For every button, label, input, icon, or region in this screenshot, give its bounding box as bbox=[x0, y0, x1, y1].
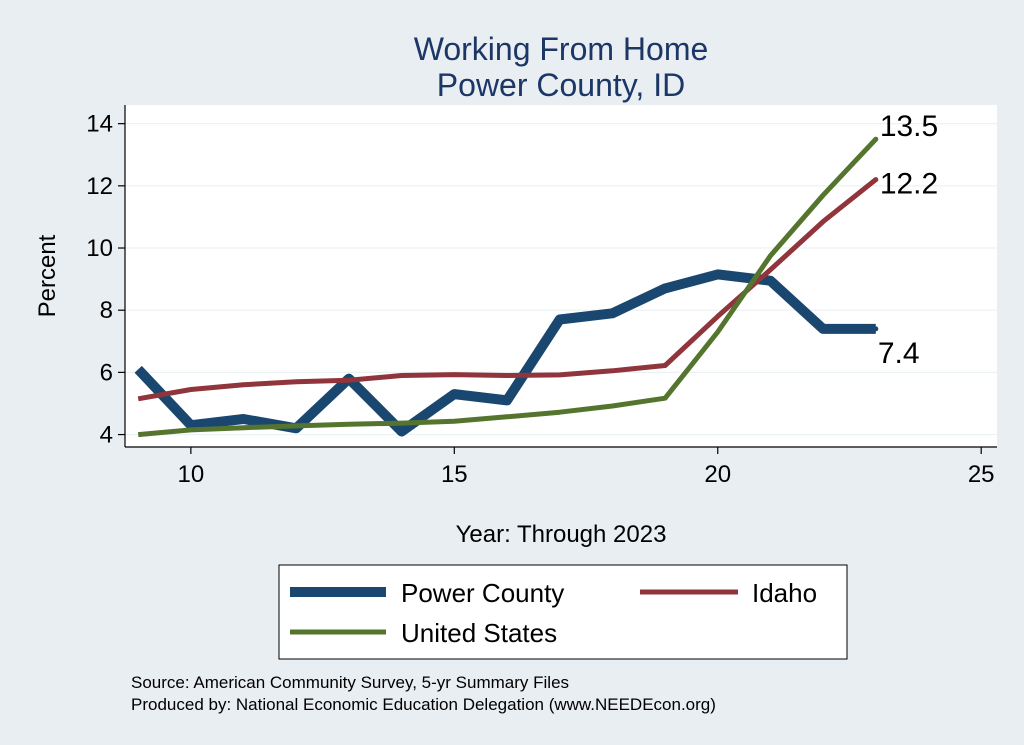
legend-label-idaho: Idaho bbox=[752, 578, 817, 608]
grid bbox=[125, 123, 997, 436]
chart-title-line-1: Working From Home bbox=[414, 31, 709, 67]
y-tick-label: 8 bbox=[100, 297, 113, 324]
x-tick-label: 15 bbox=[441, 461, 468, 488]
end-point-united-states bbox=[873, 136, 879, 142]
legend-label-united-states: United States bbox=[401, 618, 557, 648]
legend: Power County Idaho United States bbox=[278, 564, 848, 660]
x-tick-label: 10 bbox=[178, 461, 205, 488]
plot-area bbox=[125, 105, 997, 447]
end-point-power-county bbox=[873, 326, 879, 332]
y-tick-label: 4 bbox=[100, 422, 113, 449]
end-label-power-county: 7.4 bbox=[878, 337, 920, 370]
source-line-1: Source: American Community Survey, 5-yr … bbox=[131, 673, 569, 692]
end-labels: 7.4 12.2 13.5 bbox=[873, 110, 938, 370]
legend-box bbox=[278, 564, 848, 660]
x-tick-label: 20 bbox=[704, 461, 731, 488]
x-axis-title: Year: Through 2023 bbox=[456, 521, 667, 548]
y-tick-label: 12 bbox=[86, 173, 113, 200]
end-point-idaho bbox=[873, 177, 879, 183]
y-tick-label: 10 bbox=[86, 235, 113, 262]
axes: 4 6 8 10 12 14 10 15 20 25 bbox=[86, 105, 997, 488]
source-line-2: Produced by: National Economic Education… bbox=[131, 695, 716, 714]
y-tick-label: 14 bbox=[86, 111, 113, 138]
series-line-united-states bbox=[137, 137, 878, 438]
x-tick-label: 25 bbox=[968, 461, 995, 488]
chart-title-line-2: Power County, ID bbox=[437, 67, 685, 103]
end-label-united-states: 13.5 bbox=[880, 110, 938, 143]
series-group bbox=[134, 137, 878, 438]
end-label-idaho: 12.2 bbox=[880, 168, 938, 201]
y-axis-title: Percent bbox=[34, 234, 61, 317]
legend-label-power-county: Power County bbox=[401, 578, 564, 608]
y-tick-label: 6 bbox=[100, 359, 113, 386]
